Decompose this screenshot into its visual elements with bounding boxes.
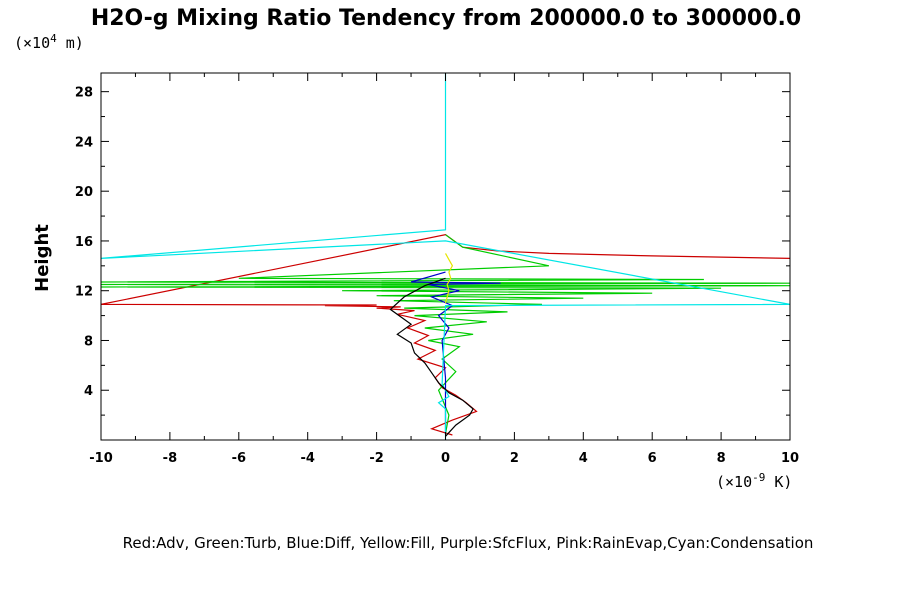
y-tick-label: 20 xyxy=(75,185,93,200)
x-unit-label: (×10-9 K) xyxy=(716,471,792,491)
series-line-2 xyxy=(410,271,501,434)
x-tick-label: 10 xyxy=(781,451,799,466)
series-line-4 xyxy=(100,73,791,440)
x-tick-label: 0 xyxy=(441,451,450,466)
y-tick-label: 12 xyxy=(75,285,93,300)
y-tick-label: 24 xyxy=(75,135,93,150)
x-tick-label: 2 xyxy=(510,451,519,466)
x-tick-label: -8 xyxy=(163,451,177,466)
y-tick-label: 16 xyxy=(75,235,93,250)
y-tick-label: 8 xyxy=(84,334,93,349)
y-tick-label: 4 xyxy=(84,384,93,399)
x-tick-label: -2 xyxy=(369,451,383,466)
chart-title: H2O-g Mixing Ratio Tendency from 200000.… xyxy=(91,6,801,31)
series-line-3 xyxy=(444,253,454,304)
y-tick-label: 28 xyxy=(75,86,93,101)
x-tick-label: 6 xyxy=(648,451,657,466)
x-tick-label: -4 xyxy=(300,451,314,466)
x-tick-label: -10 xyxy=(89,451,113,466)
y-unit-label: (×104 m) xyxy=(14,32,84,52)
x-tick-label: -6 xyxy=(232,451,246,466)
series-line-1 xyxy=(100,234,791,434)
legend: Red:Adv, Green:Turb, Blue:Diff, Yellow:F… xyxy=(123,534,814,552)
series-line-5 xyxy=(389,277,474,437)
x-tick-label: 8 xyxy=(717,451,726,466)
y-axis-label: Height xyxy=(32,224,53,292)
x-tick-label: 4 xyxy=(579,451,588,466)
